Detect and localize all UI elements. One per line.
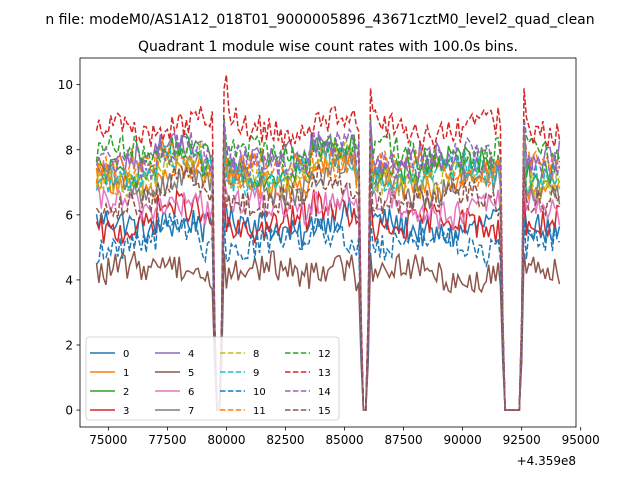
legend-label: 3 (123, 406, 129, 417)
series-line-12 (95, 118, 561, 411)
x-axis-offset-text: +4.359e8 (517, 454, 576, 468)
series-line-4 (95, 125, 561, 411)
legend-label: 11 (253, 406, 266, 417)
x-tick-label: 75000 (89, 433, 127, 447)
legend-label: 4 (188, 349, 194, 360)
legend-label: 14 (318, 387, 331, 398)
figure-suptitle: n file: modeM0/AS1A12_018T01_9000005896_… (45, 12, 594, 28)
series-line-5 (95, 250, 561, 411)
y-tick-label: 2 (65, 339, 73, 353)
series-line-1 (95, 148, 561, 411)
legend-label: 13 (318, 368, 331, 379)
x-tick-label: 87500 (384, 433, 422, 447)
legend-label: 6 (188, 387, 194, 398)
legend-label: 2 (123, 387, 129, 398)
legend-label: 0 (123, 349, 129, 360)
y-tick-label: 6 (65, 208, 73, 222)
axes-frame (79, 57, 577, 428)
legend-box (85, 336, 340, 421)
legend-label: 9 (253, 368, 259, 379)
series-line-6 (95, 177, 561, 411)
chart-title: Quadrant 1 module wise count rates with … (138, 39, 518, 55)
y-tick-label: 4 (65, 273, 73, 287)
series-line-13 (95, 74, 561, 411)
legend-label: 15 (318, 406, 331, 417)
x-tick-label: 77500 (148, 433, 186, 447)
x-tick-label: 82500 (266, 433, 304, 447)
legend-label: 8 (253, 349, 259, 360)
series-line-15 (95, 162, 561, 411)
legend-label: 12 (318, 349, 331, 360)
x-tick-label: 92500 (503, 433, 541, 447)
series-line-14 (95, 121, 561, 411)
series-line-10 (95, 212, 561, 411)
legend-label: 10 (253, 387, 266, 398)
y-tick-label: 0 (65, 404, 73, 418)
x-tick-label: 85000 (325, 433, 363, 447)
legend-label: 1 (123, 368, 129, 379)
x-tick-label: 80000 (207, 433, 245, 447)
plot-lines (95, 74, 561, 411)
legend-label: 5 (188, 368, 194, 379)
x-tick-label: 95000 (562, 433, 600, 447)
series-line-9 (95, 136, 561, 411)
y-tick-label: 8 (65, 143, 73, 157)
legend-label: 7 (188, 406, 194, 417)
y-tick-label: 10 (58, 78, 73, 92)
x-tick-label: 90000 (444, 433, 482, 447)
y-axis-ticks: 0 2 4 6 8 10 (58, 78, 80, 418)
x-axis-ticks: 75000 77500 80000 82500 85000 87500 90000 92500… (89, 427, 600, 447)
